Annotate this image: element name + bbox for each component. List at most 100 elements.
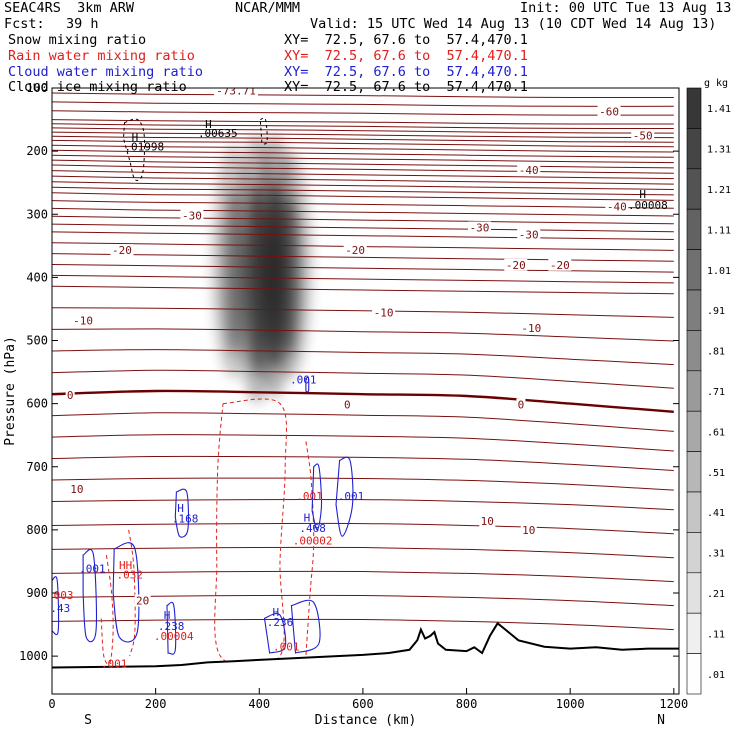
forecast-hour: 39 h [66, 16, 99, 32]
annotation-3: .00635 [198, 127, 238, 140]
isotherm-minor-0-4 [52, 135, 674, 143]
model-name: SEAC4RS 3km ARW [4, 0, 135, 16]
annotation-8: .001 [338, 490, 365, 503]
temp-label-bg-17 [516, 398, 526, 411]
contour-labels: -73.71 -60 -50 -40 -40 -30 -30 -30 -20 -20 -20 -20 -… [47, 85, 668, 671]
temp-label-16: 0 [344, 398, 351, 411]
colorbar-bin-7 [686, 370, 702, 412]
temp-label-15: 0 [67, 389, 74, 402]
temp-label-bg-12 [71, 314, 95, 327]
temp-label-0: -73.71 [216, 85, 256, 98]
temperature-contours [52, 92, 674, 631]
temp-label-bg-13 [372, 306, 396, 319]
field-name-cloud-water: Cloud water mixing ratio [8, 64, 204, 80]
temp-label-19: 10 [481, 515, 494, 528]
colorbar-bin-9 [686, 451, 702, 493]
snow-core-group [211, 135, 313, 404]
cloud-water-contour-8 [290, 599, 321, 654]
colorbar-bin-5 [686, 289, 702, 331]
temp-label-10: -20 [506, 259, 526, 272]
north-label: N [657, 713, 665, 728]
cloud-water-contour-4 [112, 542, 140, 643]
temp-label-17: 0 [518, 398, 525, 411]
annotation-25: .001 [101, 658, 128, 671]
ice-contour-0 [122, 118, 146, 181]
center-name: NCAR/MMM [235, 0, 301, 16]
field-xy-cloud-water: XY= 72.5, 67.6 to 57.4,470.1 [284, 64, 528, 80]
annotation-11: .00002 [293, 535, 333, 548]
field-name-cloud-ice: Cloud ice mixing ratio [8, 79, 187, 95]
annotation-6: .001 [290, 374, 317, 387]
rain-contour-0 [214, 398, 287, 669]
field-xy-rain: XY= 72.5, 67.6 to 57.4,470.1 [284, 48, 528, 64]
terrain-line [52, 621, 679, 669]
temp-label-bg-4 [605, 200, 629, 213]
isotherm-minor-0-1 [52, 123, 674, 129]
temp-label-13: -10 [374, 307, 394, 320]
colorbar: 1.41 1.31 1.21 1.11 1.01 .91 .81 .71 .61 .51 .41 .3… [686, 78, 731, 695]
isotherm-warm-4 [52, 594, 674, 607]
colorbar-label-4: 1.01 [707, 266, 731, 277]
x-tick-label-2: 400 [248, 697, 270, 711]
temp-label-bg-1 [597, 105, 621, 118]
temp-label-bg-9 [343, 244, 367, 257]
y-tick-label-3: 500 [26, 334, 48, 348]
isotherm--20 [52, 231, 674, 240]
temp-label-9: -20 [345, 244, 365, 257]
temp-label-bg-3 [517, 164, 541, 177]
isotherm-warm-1 [52, 522, 674, 535]
colorbar-label-13: .11 [707, 629, 725, 640]
x-tick-label-6: 1200 [659, 697, 688, 711]
colorbar-label-11: .31 [707, 549, 725, 560]
isotherm-warm-5 [52, 618, 674, 631]
colorbar-label-0: 1.41 [707, 104, 731, 115]
colorbar-label-1: 1.31 [707, 145, 731, 156]
temp-label-2: -50 [633, 129, 653, 142]
y-tick-label-8: 1000 [19, 649, 48, 663]
isotherm-minor-3-1 [52, 200, 674, 209]
isotherm-minor-3-4 [52, 223, 674, 233]
annotation-16: .032 [116, 569, 143, 582]
temp-label-bg-19 [479, 515, 496, 528]
temp-label-20: 10 [522, 524, 535, 537]
annotation-22: H [273, 606, 280, 619]
colorbar-bin-11 [686, 532, 702, 574]
temp-label-8: -20 [112, 244, 132, 257]
snow-core-inner-3 [279, 193, 302, 356]
terrain-fill [52, 623, 679, 694]
annotation-17: .003 [47, 589, 74, 602]
annotation-12: H [177, 502, 184, 515]
isotherm-minor-5-4 [52, 369, 674, 389]
colorbar-label-10: .41 [707, 508, 725, 519]
temp-label-bg-20 [520, 523, 537, 536]
temp-label-18: 10 [70, 483, 83, 496]
cloud-water-contour-7 [263, 612, 287, 654]
isotherm-minor-1-1 [52, 144, 674, 153]
temp-label-21: 20 [136, 595, 149, 608]
init-time: Init: 00 UTC Tue 13 Aug 13 [520, 0, 732, 16]
isotherm-minor-6-1 [52, 412, 674, 432]
temp-label-12: -10 [73, 314, 93, 327]
isotherm-minor-4-3 [52, 264, 674, 273]
field-xy-snow: XY= 72.5, 67.6 to 57.4,470.1 [284, 32, 528, 48]
isotherm-upper-3 [52, 92, 674, 99]
annotation-19: H [164, 609, 171, 622]
y-axis-label: Pressure (hPa) [3, 336, 18, 446]
annotation-13: .168 [172, 513, 199, 526]
y-tick-label-0: 200 [26, 144, 48, 158]
y-tick-label-7: 900 [26, 586, 48, 600]
temp-label-bg-16 [342, 398, 352, 411]
isotherm-minor-5-2 [52, 328, 674, 342]
temp-label-bg-2 [631, 129, 655, 142]
temp-label-bg-18 [68, 482, 85, 495]
temp-label-4: -40 [607, 201, 627, 214]
annotation-2: H [205, 118, 212, 131]
cloud-water-contour-9 [52, 576, 60, 636]
y-tick-label-top: 100 [26, 81, 48, 95]
annotation-10: .468 [299, 522, 326, 535]
valid-time: Valid: 15 UTC Wed 14 Aug 13 (10 CDT Wed … [310, 16, 717, 32]
colorbar-bin-3 [686, 208, 702, 250]
field-xy-cloud-ice: XY= 72.5, 67.6 to 57.4,470.1 [284, 79, 528, 95]
south-label: S [84, 713, 92, 728]
